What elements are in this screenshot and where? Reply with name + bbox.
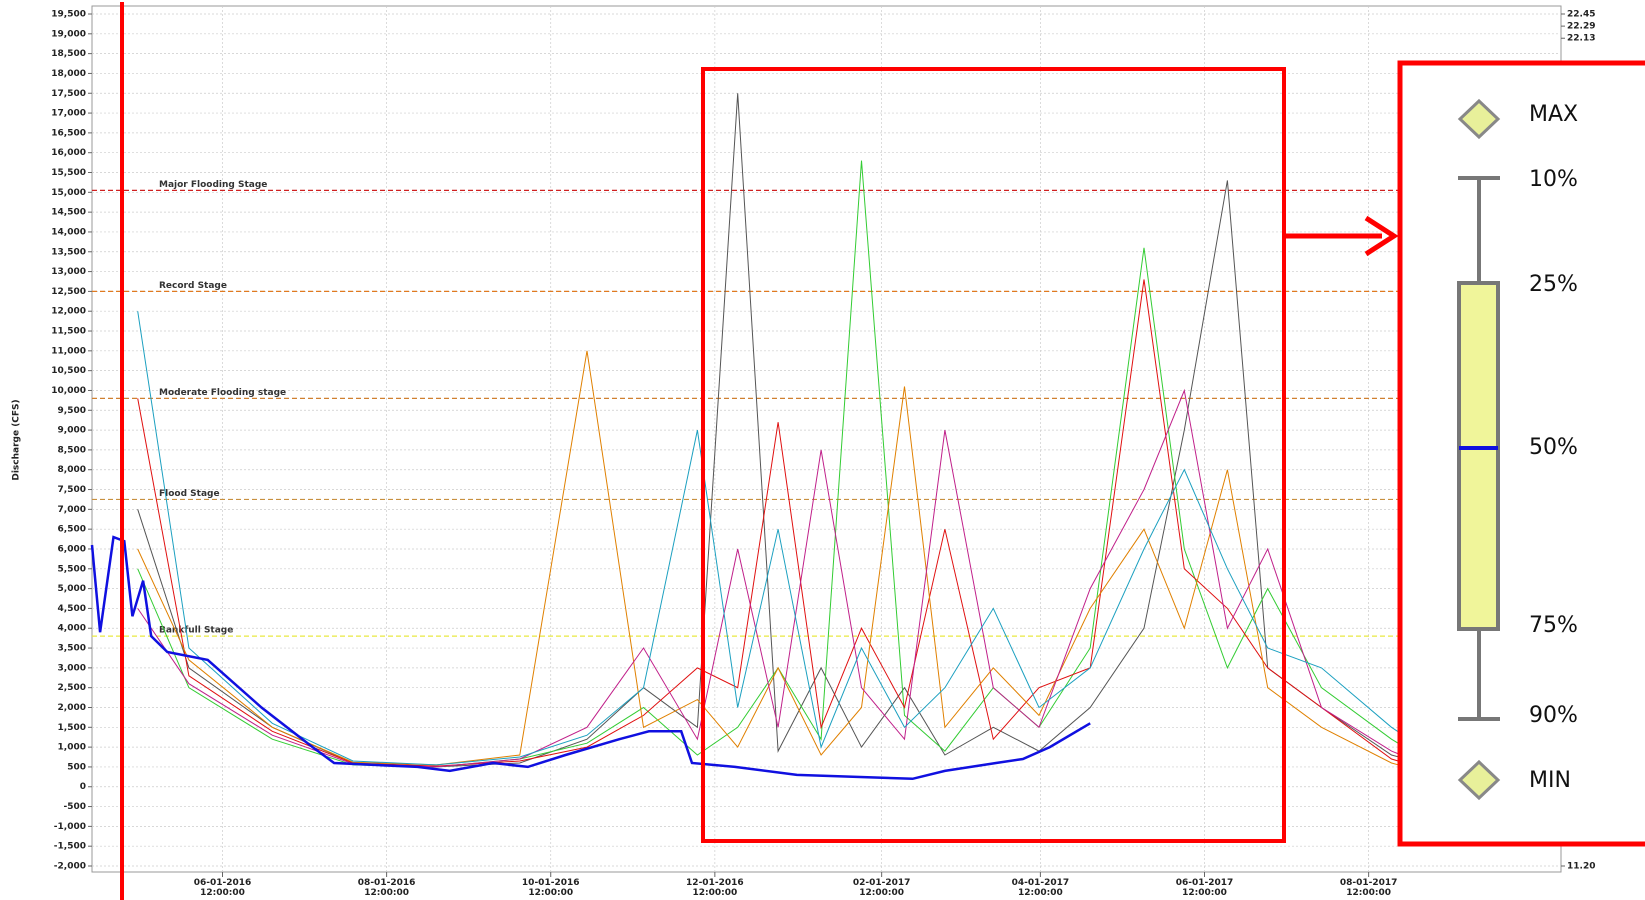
y-tick-label: 10,500 bbox=[51, 366, 86, 376]
legend-box-body bbox=[1457, 281, 1500, 631]
y-tick-label: 13,500 bbox=[51, 247, 86, 257]
y-tick-label: 14,000 bbox=[51, 227, 86, 237]
y-tick-label: 4,500 bbox=[58, 604, 86, 614]
y-tick-label: 3,000 bbox=[58, 663, 86, 673]
y-tick-label: 8,000 bbox=[58, 465, 86, 475]
x-tick-label: 02-01-2017 12:00:00 bbox=[852, 878, 911, 898]
highlight-box bbox=[701, 67, 1286, 843]
y-tick-label: 15,500 bbox=[51, 168, 86, 178]
y-tick-label: 16,500 bbox=[51, 128, 86, 138]
arrow-head bbox=[1364, 215, 1399, 257]
legend: MAX 10% 25% 50% 75% 90% MIN bbox=[1397, 60, 1645, 847]
y-tick-label: 500 bbox=[67, 762, 86, 772]
x-tick-label: 08-01-2017 12:00:00 bbox=[1339, 878, 1398, 898]
series-line bbox=[137, 279, 1451, 778]
y-tick-label: 10,000 bbox=[51, 386, 86, 396]
y2-tick-label: 22.13 bbox=[1567, 34, 1595, 44]
reference-label: Major Flooding Stage bbox=[159, 180, 267, 190]
y-tick-label: 6,500 bbox=[58, 525, 86, 535]
y-tick-label: 9,500 bbox=[58, 406, 86, 416]
y-tick-label: 5,500 bbox=[58, 564, 86, 574]
y-tick-label: -1,000 bbox=[54, 822, 86, 832]
y-tick-label: 1,000 bbox=[58, 743, 86, 753]
y-tick-label: -1,500 bbox=[54, 842, 86, 852]
x-tick-label: 10-01-2016 12:00:00 bbox=[521, 878, 580, 898]
y2-tick-label: 22.29 bbox=[1567, 22, 1595, 32]
legend-label: 90% bbox=[1529, 703, 1578, 728]
y-tick-label: 11,000 bbox=[51, 346, 86, 356]
y-tick-label: 12,000 bbox=[51, 307, 86, 317]
y-tick-label: 11,500 bbox=[51, 327, 86, 337]
series-line bbox=[90, 535, 1091, 781]
y-tick-label: -500 bbox=[63, 802, 86, 812]
reference-label: Moderate Flooding stage bbox=[159, 388, 286, 398]
y-tick-label: 15,000 bbox=[51, 188, 86, 198]
y-tick-label: 18,000 bbox=[51, 69, 86, 79]
legend-label: MIN bbox=[1529, 768, 1571, 793]
x-tick-label: 08-01-2016 12:00:00 bbox=[357, 878, 416, 898]
series-line bbox=[137, 311, 1451, 768]
y2-tick-label: 11.20 bbox=[1567, 862, 1595, 872]
legend-label: 75% bbox=[1529, 613, 1578, 638]
y-tick-label: -2,000 bbox=[54, 862, 86, 872]
y-tick-label: 17,500 bbox=[51, 89, 86, 99]
y-tick-label: 2,000 bbox=[58, 703, 86, 713]
x-tick-label: 12-01-2016 12:00:00 bbox=[686, 878, 744, 898]
reference-label: Record Stage bbox=[159, 281, 227, 291]
min-diamond bbox=[1457, 759, 1501, 801]
y-tick-label: 19,500 bbox=[51, 10, 86, 20]
x-tick-label: 06-01-2017 12:00:00 bbox=[1175, 878, 1234, 898]
y-tick-label: 14,500 bbox=[51, 208, 86, 218]
y-tick-label: 5,000 bbox=[58, 584, 86, 594]
x-tick-label: 04-01-2017 12:00:00 bbox=[1011, 878, 1070, 898]
y-tick-label: 13,000 bbox=[51, 267, 86, 277]
y-axis-label: Discharge (CFS) bbox=[12, 399, 22, 480]
series-line bbox=[137, 388, 1451, 776]
y2-tick-label: 22.45 bbox=[1567, 10, 1595, 20]
y-tick-label: 7,000 bbox=[58, 505, 86, 515]
plot-frame bbox=[91, 5, 1562, 873]
y-tick-label: 1,500 bbox=[58, 723, 86, 733]
legend-label: 10% bbox=[1529, 167, 1578, 192]
y-tick-label: 9,000 bbox=[58, 426, 86, 436]
y-tick-label: 2,500 bbox=[58, 683, 86, 693]
legend-label: 50% bbox=[1529, 435, 1578, 460]
y-tick-label: 3,500 bbox=[58, 644, 86, 654]
reference-label: Bankfull Stage bbox=[159, 626, 233, 636]
max-diamond bbox=[1457, 98, 1501, 140]
y-tick-label: 18,500 bbox=[51, 49, 86, 59]
y-tick-label: 7,500 bbox=[58, 485, 86, 495]
x-tick-label: 06-01-2016 12:00:00 bbox=[193, 878, 252, 898]
y-tick-label: 19,000 bbox=[51, 29, 86, 39]
y-tick-label: 0 bbox=[80, 782, 86, 792]
y-tick-label: 12,500 bbox=[51, 287, 86, 297]
legend-label: MAX bbox=[1529, 102, 1578, 127]
y-tick-label: 4,000 bbox=[58, 624, 86, 634]
legend-label: 25% bbox=[1529, 272, 1578, 297]
legend-box bbox=[1397, 60, 1645, 847]
y-tick-label: 16,000 bbox=[51, 148, 86, 158]
reference-label: Flood Stage bbox=[159, 489, 220, 499]
y-tick-label: 6,000 bbox=[58, 544, 86, 554]
y-tick-label: 8,500 bbox=[58, 445, 86, 455]
y-tick-label: 17,000 bbox=[51, 109, 86, 119]
